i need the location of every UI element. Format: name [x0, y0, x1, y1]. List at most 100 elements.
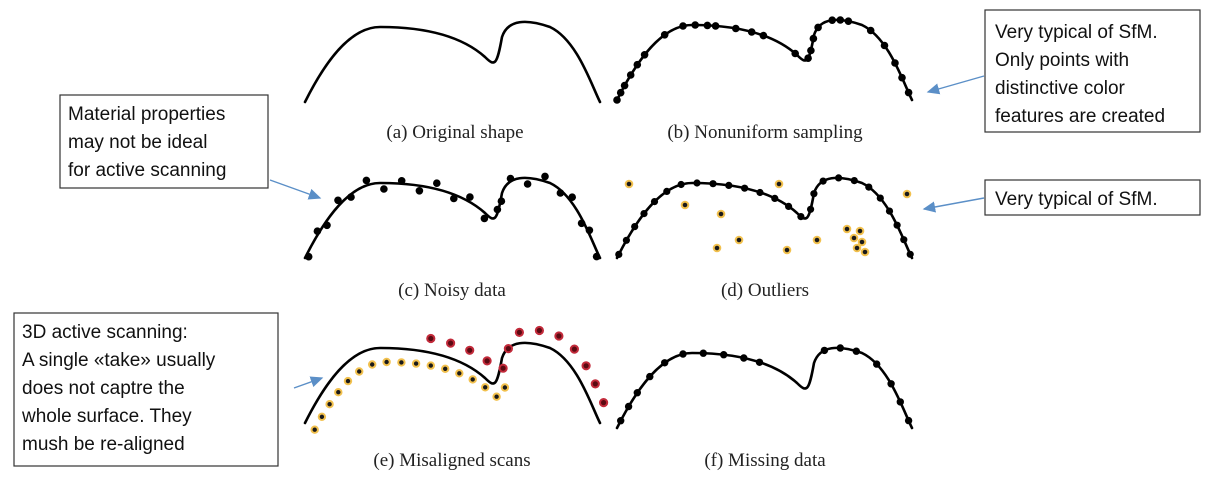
panel-f-missing-data [615, 344, 914, 430]
scan-b-point [482, 356, 492, 366]
sample-point [836, 16, 845, 24]
note-material-properties: Material properties may not be ideal for… [59, 94, 322, 200]
noisy-point [450, 194, 458, 203]
sample-point [755, 358, 764, 366]
note-arrow [922, 197, 985, 213]
scan-b-point [590, 379, 600, 389]
note-box [984, 9, 1201, 133]
sample-point [759, 31, 768, 40]
sample-point [873, 360, 881, 368]
sample-point [617, 417, 625, 425]
noisy-point [493, 205, 502, 214]
note-line: Very typical of SfM. [995, 22, 1158, 43]
sample-point [876, 194, 884, 202]
noisy-point [380, 185, 388, 193]
note-line: features are created [995, 106, 1165, 127]
scan-a-point [397, 358, 406, 367]
noisy-point [323, 221, 331, 230]
scan-b-point [554, 331, 564, 341]
sample-point [835, 174, 843, 182]
sample-point [893, 221, 901, 229]
note-line: 3D active scanning: [22, 322, 188, 343]
outlier-point [782, 245, 792, 255]
sample-point [703, 21, 712, 30]
sample-point [650, 198, 659, 206]
sample-point [804, 54, 812, 62]
scan-b-point [503, 344, 513, 354]
sample-point [814, 23, 822, 32]
outlier-point [842, 224, 852, 234]
scan-a-point [500, 383, 510, 392]
panel-c-noisy-data [303, 172, 602, 261]
scan-b-point [426, 333, 436, 344]
note-line: Very typical of SfM. [995, 189, 1158, 210]
note-box [13, 312, 279, 467]
noisy-point [347, 193, 355, 201]
scan-b-point [514, 327, 524, 337]
sample-points [617, 344, 913, 425]
scan-b-point [581, 361, 591, 371]
note-line: A single «take» usually [22, 350, 216, 371]
outlier-point [624, 179, 634, 189]
note-arrow [293, 376, 324, 389]
sample-point [631, 223, 639, 231]
note-sfm-nonuniform: Very typical of SfM. Only points with di… [926, 9, 1201, 133]
scan-a-point [411, 359, 421, 368]
scan-a-points [310, 357, 510, 434]
note-text: Material properties may not be ideal for… [68, 104, 231, 181]
outlier-point [734, 235, 744, 245]
outlier-point [857, 237, 867, 247]
outlier-point [812, 235, 822, 245]
sample-point [904, 88, 913, 97]
sample-point [616, 88, 625, 97]
panel-d-outliers [615, 174, 914, 260]
outlier-point [680, 200, 690, 210]
note-line: mush be re-aligned [22, 434, 185, 455]
outlier-point [852, 243, 862, 253]
sample-point [771, 194, 779, 202]
caption-original-shape: (a) Original shape [386, 122, 523, 143]
scan-a-point [468, 375, 477, 384]
caption-missing-data: (f) Missing data [704, 450, 826, 471]
caption-misaligned-scans: (e) Misaligned scans [373, 450, 530, 471]
caption-outliers: (d) Outliers [721, 280, 809, 301]
sample-point [640, 51, 649, 59]
scan-b-point [569, 344, 579, 354]
note-box [59, 94, 269, 189]
note-text: 3D active scanning: A single «take» usua… [21, 322, 221, 455]
note-line: distinctive color [995, 78, 1126, 99]
sample-point [885, 207, 894, 215]
sample-point [663, 187, 671, 195]
sample-points [613, 16, 913, 104]
sample-point [633, 60, 642, 69]
sample-point [679, 22, 687, 30]
sample-point [807, 46, 815, 55]
scan-a-point [382, 357, 391, 367]
sample-point [633, 389, 641, 397]
sample-point [740, 354, 748, 362]
noisy-point [556, 189, 565, 197]
sample-point [693, 179, 701, 187]
scan-a-point [325, 400, 334, 409]
sample-point [904, 416, 913, 425]
scan-a-point [367, 360, 377, 369]
curve [615, 346, 914, 430]
scan-a-point [492, 392, 501, 401]
noisy-point [523, 180, 532, 188]
sample-point [828, 16, 836, 24]
outlier-point [849, 233, 859, 243]
sample-point [809, 34, 818, 43]
sample-point [720, 351, 728, 359]
sample-point [732, 24, 740, 33]
note-line: may not be ideal [68, 132, 207, 153]
noisy-point [397, 177, 406, 185]
scan-a-point [334, 388, 343, 397]
scan-a-point [481, 383, 490, 392]
sample-point [887, 380, 895, 388]
sample-point [626, 71, 635, 79]
outlier-point [860, 247, 870, 257]
note-line: whole surface. They [21, 406, 192, 427]
sample-point [711, 22, 720, 30]
note-line: does not captre the [22, 378, 185, 399]
noisy-point [480, 214, 489, 223]
